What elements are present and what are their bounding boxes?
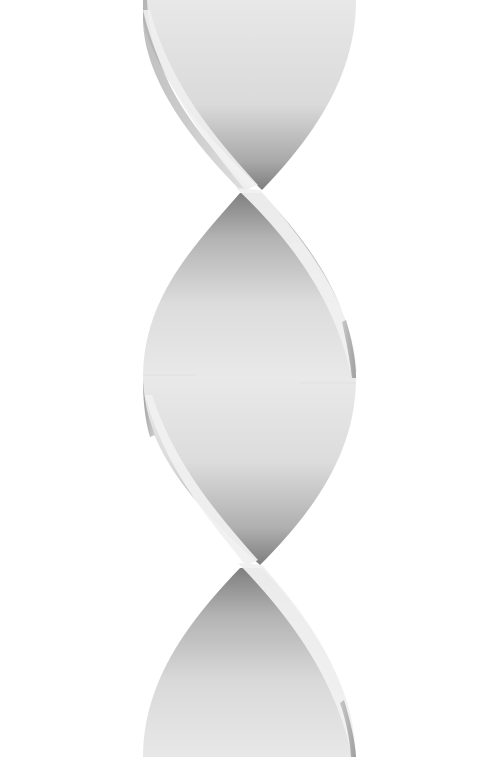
helix-middle-seam <box>143 374 356 384</box>
helix-top-lobe <box>143 0 356 192</box>
helix-middle-lobe-lower <box>143 378 356 566</box>
helix-bottom-lobe <box>143 563 356 757</box>
helix-middle-lobe-upper <box>143 188 357 378</box>
